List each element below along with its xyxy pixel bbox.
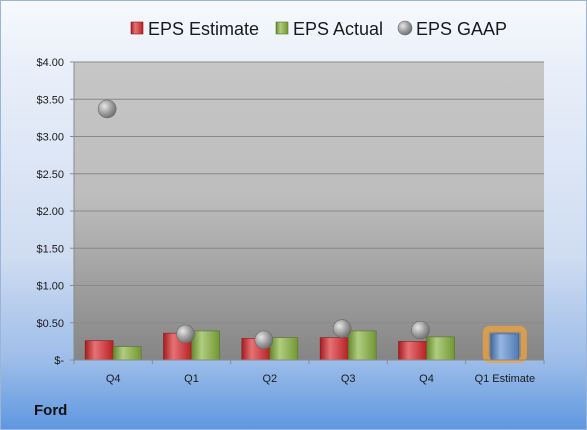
- gaap-marker: [97, 99, 117, 119]
- gaap-markers: [97, 99, 430, 350]
- gaap-marker: [411, 320, 430, 340]
- x-tick-label: Q1 Estimate: [475, 373, 536, 385]
- x-tick-label: Q3: [341, 373, 356, 385]
- bar-eps-estimate: [398, 341, 427, 361]
- y-tick-label: $0.50: [36, 318, 64, 330]
- y-tick-label: $2.50: [36, 169, 64, 181]
- legend: EPS Estimate EPS Actual EPS GAAP: [130, 19, 507, 39]
- x-tick-label: Q4: [419, 373, 434, 385]
- gaap-marker: [332, 319, 352, 339]
- gaap-marker: [254, 330, 274, 350]
- bar-q1-estimate: [490, 333, 520, 361]
- y-tick-label: $1.50: [36, 243, 64, 255]
- y-tick-label: $4.00: [36, 57, 64, 69]
- legend-swatch: [397, 20, 413, 36]
- y-axis: $- $0.50 $1.00 $1.50 $2.00 $2.50 $3.00 $3.50 $4.…: [36, 57, 75, 367]
- legend-label: EPS Actual: [293, 19, 383, 39]
- bar-eps-actual: [426, 336, 455, 361]
- x-tick-label: Q4: [106, 373, 121, 385]
- bar-eps-actual: [112, 346, 142, 361]
- gaap-marker: [176, 324, 195, 344]
- legend-label: EPS GAAP: [416, 19, 507, 39]
- y-tick-label: $1.00: [36, 281, 64, 293]
- legend-label: EPS Estimate: [148, 19, 259, 39]
- bar-eps-estimate: [319, 337, 349, 361]
- x-tick-label: Q2: [262, 373, 277, 385]
- company-name: Ford: [34, 402, 68, 419]
- gridlines: [74, 61, 544, 324]
- x-axis: Q4 Q1 Q2 Q3 Q4 Q1 Estimate: [73, 359, 545, 385]
- bars: [84, 325, 527, 363]
- x-tick-label: Q1: [184, 373, 199, 385]
- y-tick-label: $2.00: [36, 206, 64, 218]
- bar-eps-estimate: [84, 340, 114, 361]
- bar-eps-actual: [191, 330, 220, 361]
- y-tick-label: $-: [54, 355, 64, 367]
- y-tick-label: $3.50: [36, 94, 64, 106]
- bar-eps-actual: [269, 337, 299, 361]
- y-tick-label: $3.00: [36, 132, 64, 144]
- legend-swatch: [275, 21, 289, 35]
- legend-swatch: [130, 21, 144, 35]
- bar-eps-actual: [347, 330, 377, 361]
